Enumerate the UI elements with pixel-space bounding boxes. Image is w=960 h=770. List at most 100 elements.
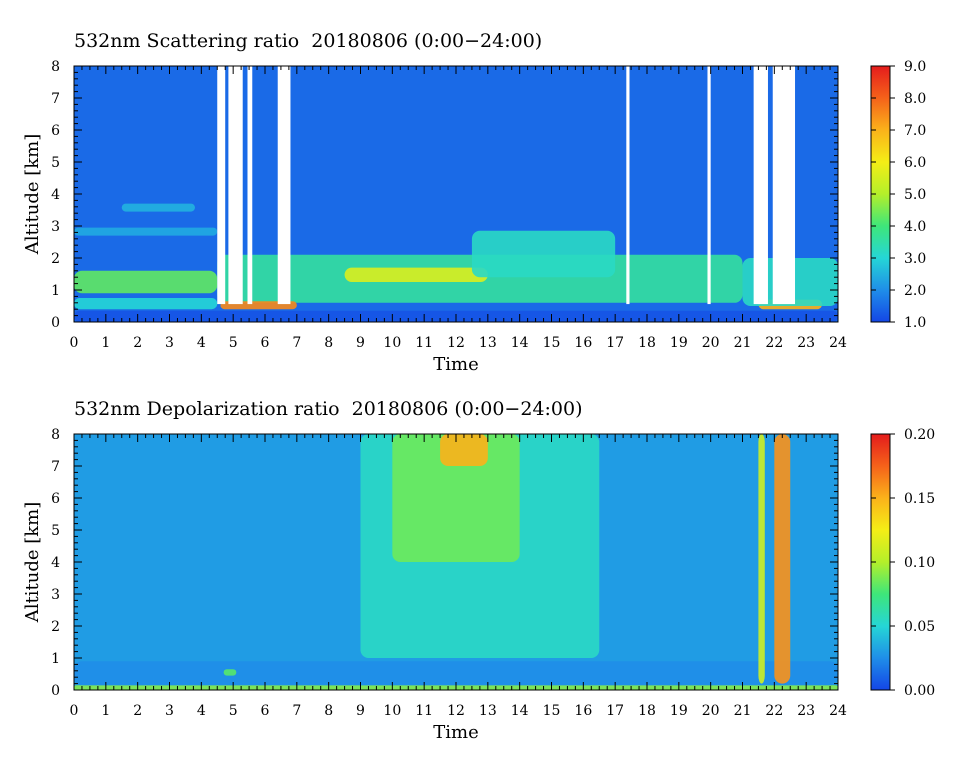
- y-axis-label: Altitude [km]: [22, 134, 43, 256]
- x-tick-label: 15: [543, 703, 561, 719]
- heatmap-layer: [344, 267, 488, 282]
- x-tick-label: 18: [638, 335, 656, 351]
- x-tick-label: 5: [229, 703, 238, 719]
- heatmap-layer: [471, 230, 616, 278]
- colorbar-tick-label: 3.0: [904, 251, 926, 267]
- x-tick-label: 4: [197, 703, 206, 719]
- x-tick-label: 7: [292, 703, 301, 719]
- x-tick-label: 8: [324, 703, 333, 719]
- depolarization-ratio-panel: 532nm Depolarization ratio 20180806 (0:0…: [0, 368, 960, 768]
- x-tick-label: 19: [670, 335, 688, 351]
- y-tick-label: 0: [51, 315, 60, 331]
- x-tick-label: 4: [197, 335, 206, 351]
- no-data-gap: [217, 66, 226, 305]
- y-tick-label: 3: [51, 587, 60, 603]
- colorbar-tick-label: 9.0: [904, 59, 926, 75]
- y-tick-label: 2: [51, 619, 60, 635]
- colorbar-tick-label: 0.05: [904, 619, 935, 635]
- heatmap-layer: [774, 434, 791, 684]
- colorbar-tick-label: 4.0: [904, 219, 926, 235]
- heatmap-layer: [121, 203, 195, 212]
- x-tick-label: 9: [356, 335, 365, 351]
- heatmap-layer: [74, 298, 218, 310]
- x-tick-label: 2: [133, 335, 142, 351]
- x-tick-label: 12: [447, 703, 465, 719]
- x-tick-label: 1: [101, 335, 110, 351]
- no-data-gap: [753, 66, 768, 305]
- colorbar-tick-label: 8.0: [904, 91, 926, 107]
- colorbar-tick-label: 1.0: [904, 315, 926, 331]
- x-tick-label: 17: [606, 335, 624, 351]
- y-axis-label: Altitude [km]: [22, 502, 43, 624]
- x-axis-label: Time: [433, 354, 478, 375]
- no-data-gap: [228, 66, 243, 305]
- colorbar-tick-label: 2.0: [904, 283, 926, 299]
- colorbar-tick-label: 5.0: [904, 187, 926, 203]
- chart-title: 532nm Scattering ratio 20180806 (0:00−24…: [74, 30, 543, 52]
- x-tick-label: 3: [165, 335, 174, 351]
- colorbar-tick-label: 0.15: [904, 491, 935, 507]
- colorbar-tick-label: 6.0: [904, 155, 926, 171]
- colorbar-tick-label: 0.20: [904, 427, 935, 443]
- heatmap-layer: [223, 669, 237, 676]
- x-tick-label: 2: [133, 703, 142, 719]
- x-tick-label: 11: [415, 703, 433, 719]
- y-tick-label: 7: [51, 459, 60, 475]
- scattering-ratio-chart: 0 1 2 3 4 5 6 7 8 9 10 11 12 13 14 15 16 17 18 19 20 21 22 23 24…: [22, 59, 926, 375]
- x-tick-label: 14: [511, 703, 529, 719]
- y-tick-label: 4: [51, 555, 60, 571]
- x-tick-label: 17: [606, 703, 624, 719]
- no-data-gap: [772, 66, 796, 305]
- x-tick-label: 6: [261, 335, 270, 351]
- no-data-gap: [247, 66, 253, 305]
- x-tick-label: 9: [356, 703, 365, 719]
- x-tick-label: 7: [292, 335, 301, 351]
- x-tick-label: 5: [229, 335, 238, 351]
- x-tick-label: 23: [797, 703, 815, 719]
- y-tick-label: 0: [51, 683, 60, 699]
- x-tick-label: 14: [511, 335, 529, 351]
- heatmap-layer: [74, 270, 218, 294]
- x-tick-label: 8: [324, 335, 333, 351]
- x-tick-label: 16: [574, 703, 592, 719]
- x-tick-label: 21: [734, 703, 752, 719]
- y-tick-label: 7: [51, 91, 60, 107]
- colorbar-tick-label: 0.00: [904, 683, 935, 699]
- heatmap-layer: [392, 434, 520, 562]
- y-tick-label: 6: [51, 491, 60, 507]
- y-tick-label: 5: [51, 155, 60, 171]
- heatmap-field: [74, 66, 838, 322]
- y-tick-label: 8: [51, 59, 60, 75]
- x-tick-label: 24: [829, 335, 847, 351]
- x-tick-label: 15: [543, 335, 561, 351]
- heatmap-layer: [74, 661, 838, 686]
- x-tick-label: 19: [670, 703, 688, 719]
- heatmap-layer: [758, 434, 765, 684]
- x-tick-label: 24: [829, 703, 847, 719]
- y-tick-label: 5: [51, 523, 60, 539]
- x-tick-label: 22: [765, 703, 783, 719]
- x-tick-label: 20: [702, 335, 720, 351]
- x-tick-label: 23: [797, 335, 815, 351]
- x-tick-label: 11: [415, 335, 433, 351]
- no-data-gap: [277, 66, 291, 305]
- y-tick-label: 2: [51, 251, 60, 267]
- x-tick-label: 10: [383, 703, 401, 719]
- x-tick-label: 0: [70, 703, 79, 719]
- x-tick-label: 10: [383, 335, 401, 351]
- chart-title: 532nm Depolarization ratio 20180806 (0:0…: [74, 398, 583, 420]
- x-tick-label: 16: [574, 335, 592, 351]
- heatmap-layer: [74, 227, 218, 236]
- y-tick-label: 4: [51, 187, 60, 203]
- colorbar-tick-label: 7.0: [904, 123, 926, 139]
- x-tick-label: 12: [447, 335, 465, 351]
- x-tick-label: 20: [702, 703, 720, 719]
- x-tick-label: 13: [479, 335, 497, 351]
- depolarization-ratio-chart: 0 1 2 3 4 5 6 7 8 9 10 11 12 13 14 15 16 17 18 19 20 21 22 23 24…: [22, 427, 935, 743]
- x-tick-label: 22: [765, 335, 783, 351]
- x-tick-label: 21: [734, 335, 752, 351]
- x-tick-label: 3: [165, 703, 174, 719]
- no-data-gap: [707, 66, 711, 305]
- heatmap-field: [74, 434, 838, 690]
- x-tick-label: 6: [261, 703, 270, 719]
